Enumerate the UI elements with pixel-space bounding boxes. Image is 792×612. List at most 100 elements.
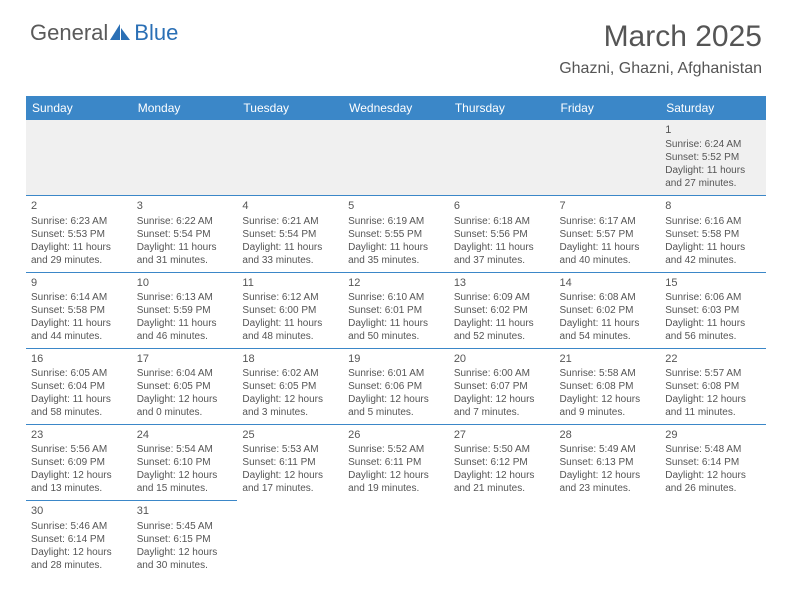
sunrise-text: Sunrise: 6:13 AM xyxy=(137,291,233,304)
calendar-cell xyxy=(555,120,661,196)
daylight-text: and 27 minutes. xyxy=(665,177,761,190)
day-number: 15 xyxy=(665,276,761,290)
daylight-text: and 48 minutes. xyxy=(242,330,338,343)
day-number: 28 xyxy=(560,428,656,442)
dayname-fri: Friday xyxy=(555,96,661,120)
sunrise-text: Sunrise: 6:16 AM xyxy=(665,215,761,228)
sunrise-text: Sunrise: 6:05 AM xyxy=(31,367,127,380)
day-number: 26 xyxy=(348,428,444,442)
sunrise-text: Sunrise: 5:52 AM xyxy=(348,443,444,456)
daylight-text: and 9 minutes. xyxy=(560,406,656,419)
sunset-text: Sunset: 5:52 PM xyxy=(665,151,761,164)
daylight-text: Daylight: 11 hours xyxy=(665,164,761,177)
daylight-text: Daylight: 12 hours xyxy=(137,546,233,559)
daylight-text: Daylight: 12 hours xyxy=(560,469,656,482)
daylight-text: Daylight: 11 hours xyxy=(137,317,233,330)
daylight-text: Daylight: 11 hours xyxy=(31,317,127,330)
calendar-table: Sunday Monday Tuesday Wednesday Thursday… xyxy=(26,96,766,577)
daylight-text: Daylight: 12 hours xyxy=(242,393,338,406)
calendar-cell: 3Sunrise: 6:22 AMSunset: 5:54 PMDaylight… xyxy=(132,196,238,272)
calendar-cell: 18Sunrise: 6:02 AMSunset: 6:05 PMDayligh… xyxy=(237,348,343,424)
day-number: 10 xyxy=(137,276,233,290)
daylight-text: and 15 minutes. xyxy=(137,482,233,495)
sunrise-text: Sunrise: 5:58 AM xyxy=(560,367,656,380)
sunrise-text: Sunrise: 6:23 AM xyxy=(31,215,127,228)
sunset-text: Sunset: 6:02 PM xyxy=(560,304,656,317)
daylight-text: Daylight: 12 hours xyxy=(31,546,127,559)
sunrise-text: Sunrise: 6:06 AM xyxy=(665,291,761,304)
daylight-text: and 26 minutes. xyxy=(665,482,761,495)
calendar-cell: 2 Sunrise: 6:23 AMSunset: 5:53 PMDaylight… xyxy=(26,196,132,272)
day-number: 6 xyxy=(454,199,550,213)
daylight-text: and 28 minutes. xyxy=(31,559,127,572)
daylight-text: Daylight: 11 hours xyxy=(454,317,550,330)
calendar-row: 9Sunrise: 6:14 AMSunset: 5:58 PMDaylight… xyxy=(26,272,766,348)
sunset-text: Sunset: 5:53 PM xyxy=(31,228,127,241)
daylight-text: and 5 minutes. xyxy=(348,406,444,419)
daylight-text: and 42 minutes. xyxy=(665,254,761,267)
sunrise-text: Sunrise: 5:49 AM xyxy=(560,443,656,456)
calendar-cell: 23Sunrise: 5:56 AMSunset: 6:09 PMDayligh… xyxy=(26,425,132,501)
calendar-row: 2 Sunrise: 6:23 AMSunset: 5:53 PMDaylight… xyxy=(26,196,766,272)
daylight-text: Daylight: 12 hours xyxy=(137,393,233,406)
day-number: 27 xyxy=(454,428,550,442)
calendar-cell: 15Sunrise: 6:06 AMSunset: 6:03 PMDayligh… xyxy=(660,272,766,348)
sunset-text: Sunset: 6:05 PM xyxy=(137,380,233,393)
day-number: 31 xyxy=(137,504,233,518)
calendar-cell xyxy=(555,501,661,577)
daylight-text: and 23 minutes. xyxy=(560,482,656,495)
daylight-text: Daylight: 12 hours xyxy=(454,393,550,406)
sunset-text: Sunset: 6:08 PM xyxy=(560,380,656,393)
daylight-text: Daylight: 11 hours xyxy=(242,317,338,330)
calendar-cell: 4Sunrise: 6:21 AMSunset: 5:54 PMDaylight… xyxy=(237,196,343,272)
sunrise-text: Sunrise: 6:01 AM xyxy=(348,367,444,380)
sunset-text: Sunset: 5:58 PM xyxy=(31,304,127,317)
daylight-text: and 35 minutes. xyxy=(348,254,444,267)
day-number: 13 xyxy=(454,276,550,290)
calendar-row: 1Sunrise: 6:24 AMSunset: 5:52 PMDaylight… xyxy=(26,120,766,196)
calendar-cell: 24Sunrise: 5:54 AMSunset: 6:10 PMDayligh… xyxy=(132,425,238,501)
daylight-text: and 44 minutes. xyxy=(31,330,127,343)
sunset-text: Sunset: 5:55 PM xyxy=(348,228,444,241)
daylight-text: and 17 minutes. xyxy=(242,482,338,495)
calendar-cell: 16Sunrise: 6:05 AMSunset: 6:04 PMDayligh… xyxy=(26,348,132,424)
sunrise-text: Sunrise: 6:04 AM xyxy=(137,367,233,380)
daylight-text: Daylight: 12 hours xyxy=(454,469,550,482)
day-number: 3 xyxy=(137,199,233,213)
calendar-row: 16Sunrise: 6:05 AMSunset: 6:04 PMDayligh… xyxy=(26,348,766,424)
calendar-cell xyxy=(660,501,766,577)
sunset-text: Sunset: 6:06 PM xyxy=(348,380,444,393)
daylight-text: Daylight: 11 hours xyxy=(31,241,127,254)
sunrise-text: Sunrise: 6:19 AM xyxy=(348,215,444,228)
daylight-text: and 50 minutes. xyxy=(348,330,444,343)
sunrise-text: Sunrise: 6:12 AM xyxy=(242,291,338,304)
daylight-text: and 56 minutes. xyxy=(665,330,761,343)
daylight-text: and 21 minutes. xyxy=(454,482,550,495)
calendar-cell: 6Sunrise: 6:18 AMSunset: 5:56 PMDaylight… xyxy=(449,196,555,272)
title-block: March 2025 Ghazni, Ghazni, Afghanistan xyxy=(559,20,762,78)
sunrise-text: Sunrise: 5:50 AM xyxy=(454,443,550,456)
daylight-text: and 13 minutes. xyxy=(31,482,127,495)
calendar-cell: 21Sunrise: 5:58 AMSunset: 6:08 PMDayligh… xyxy=(555,348,661,424)
daylight-text: Daylight: 12 hours xyxy=(665,469,761,482)
sunset-text: Sunset: 6:14 PM xyxy=(665,456,761,469)
sunrise-text: Sunrise: 5:56 AM xyxy=(31,443,127,456)
day-number: 11 xyxy=(242,276,338,290)
daylight-text: and 29 minutes. xyxy=(31,254,127,267)
sunset-text: Sunset: 5:58 PM xyxy=(665,228,761,241)
sunrise-text: Sunrise: 6:24 AM xyxy=(665,138,761,151)
day-number: 2 xyxy=(31,199,127,213)
calendar-cell: 28Sunrise: 5:49 AMSunset: 6:13 PMDayligh… xyxy=(555,425,661,501)
daylight-text: Daylight: 12 hours xyxy=(137,469,233,482)
daylight-text: Daylight: 11 hours xyxy=(665,317,761,330)
daylight-text: and 19 minutes. xyxy=(348,482,444,495)
sunset-text: Sunset: 6:13 PM xyxy=(560,456,656,469)
day-number: 5 xyxy=(348,199,444,213)
sunset-text: Sunset: 6:12 PM xyxy=(454,456,550,469)
calendar-cell: 14Sunrise: 6:08 AMSunset: 6:02 PMDayligh… xyxy=(555,272,661,348)
calendar-cell: 27Sunrise: 5:50 AMSunset: 6:12 PMDayligh… xyxy=(449,425,555,501)
sunrise-text: Sunrise: 6:18 AM xyxy=(454,215,550,228)
dayname-tue: Tuesday xyxy=(237,96,343,120)
sunset-text: Sunset: 6:03 PM xyxy=(665,304,761,317)
calendar-cell xyxy=(449,120,555,196)
